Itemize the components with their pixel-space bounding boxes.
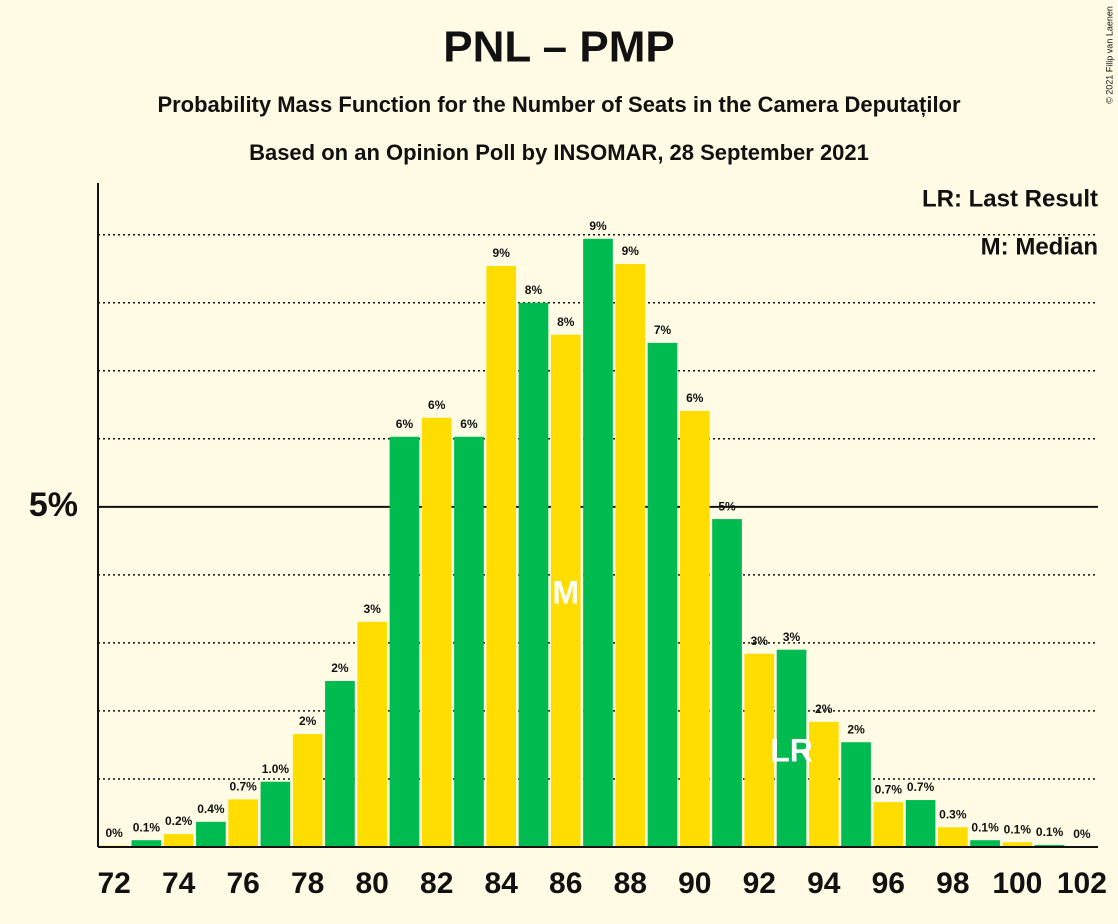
bar	[292, 734, 323, 847]
bar	[421, 417, 452, 847]
value-label: 1.0%	[262, 762, 290, 776]
value-label: 9%	[622, 244, 640, 258]
x-tick-label: 100	[992, 867, 1042, 900]
x-tick-label: 102	[1057, 867, 1107, 900]
bar	[679, 410, 710, 847]
value-label: 8%	[525, 283, 543, 297]
value-label: 0.7%	[875, 782, 903, 796]
value-label: 0.7%	[229, 780, 257, 794]
y-tick-label: 5%	[29, 486, 78, 524]
bar	[905, 800, 936, 847]
x-tick-label: 80	[356, 867, 389, 900]
value-label: 7%	[654, 323, 672, 337]
value-label: 9%	[589, 219, 607, 233]
value-label: 0.1%	[1036, 825, 1064, 839]
x-tick-label: 98	[936, 867, 969, 900]
bar	[1034, 844, 1065, 847]
bar	[712, 519, 742, 847]
x-tick-label: 82	[420, 867, 453, 900]
value-label: 3%	[783, 630, 801, 644]
bar	[647, 342, 678, 847]
value-label: 0.1%	[971, 820, 999, 834]
x-tick-label: 72	[97, 867, 130, 900]
bar	[196, 821, 226, 847]
bar	[776, 649, 807, 847]
x-tick-label: 74	[162, 867, 196, 900]
x-tick-label: 84	[485, 867, 519, 900]
bar	[228, 799, 258, 847]
x-tick-label: 94	[807, 867, 841, 900]
chart-subtitle: Based on an Opinion Poll by INSOMAR, 28 …	[249, 140, 869, 165]
value-label: 2%	[299, 714, 317, 728]
bar	[518, 302, 549, 848]
legend-entry: LR: Last Result	[922, 185, 1098, 212]
bar	[615, 263, 646, 848]
value-label: 9%	[493, 246, 511, 260]
value-label: 0.4%	[197, 802, 225, 816]
bar	[808, 721, 839, 847]
x-tick-label: 78	[291, 867, 324, 900]
bar	[841, 742, 871, 847]
value-label: 6%	[428, 398, 446, 412]
bar	[260, 781, 291, 847]
x-tick-label: 88	[614, 867, 647, 900]
value-label: 6%	[396, 417, 414, 431]
bar	[938, 827, 968, 847]
x-tick-label: 90	[678, 867, 711, 900]
bar	[1002, 842, 1033, 847]
bar	[583, 238, 613, 848]
marker-label: LR	[770, 732, 813, 768]
chart-subtitle: Probability Mass Function for the Number…	[157, 92, 961, 117]
bar	[131, 840, 162, 847]
value-label: 2%	[331, 661, 349, 675]
value-label: 0%	[105, 826, 123, 840]
bar	[357, 621, 388, 847]
value-label: 0.7%	[907, 780, 935, 794]
value-label: 5%	[718, 499, 736, 513]
x-tick-label: 86	[549, 867, 582, 900]
bar	[389, 436, 420, 847]
legend-entry: M: Median	[981, 233, 1098, 260]
bar	[744, 653, 775, 847]
value-label: 0%	[1073, 827, 1091, 841]
bar	[550, 334, 581, 847]
bar	[454, 436, 484, 847]
bar	[873, 802, 904, 847]
marker-label: M	[552, 574, 579, 610]
bar	[970, 840, 1000, 847]
x-tick-label: 92	[743, 867, 776, 900]
value-label: 2%	[815, 702, 833, 716]
chart-title: PNL – PMP	[443, 23, 674, 72]
value-label: 0.1%	[133, 820, 161, 834]
bar	[163, 834, 194, 847]
copyright: © 2021 Filip van Laenen	[1104, 6, 1114, 104]
value-label: 0.1%	[1004, 822, 1032, 836]
value-label: 6%	[460, 417, 478, 431]
bar	[325, 681, 355, 847]
value-label: 0.3%	[939, 807, 967, 821]
bar	[486, 266, 517, 847]
x-tick-label: 96	[872, 867, 905, 900]
value-label: 0.2%	[165, 814, 193, 828]
value-label: 6%	[686, 391, 704, 405]
value-label: 3%	[364, 602, 382, 616]
value-label: 8%	[557, 315, 575, 329]
x-tick-label: 76	[226, 867, 259, 900]
value-label: 3%	[751, 634, 769, 648]
value-label: 2%	[847, 722, 865, 736]
